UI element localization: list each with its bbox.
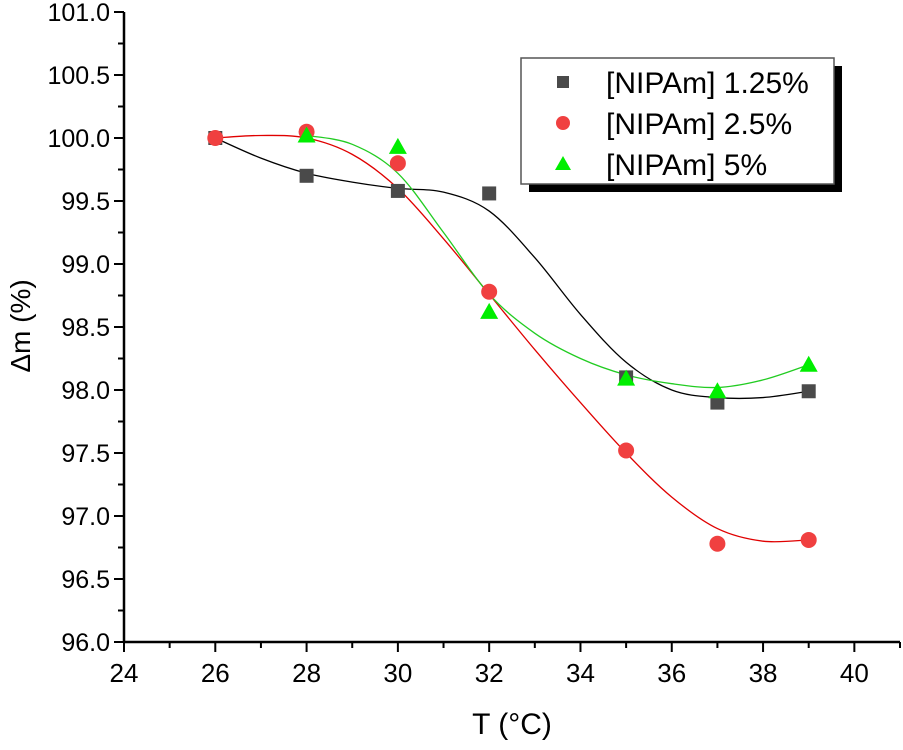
legend-label: [NIPAm] 5% xyxy=(606,149,767,182)
triangle-marker xyxy=(388,137,407,154)
x-tick-label: 34 xyxy=(566,658,595,688)
legend-label: [NIPAm] 2.5% xyxy=(606,108,792,141)
legend: [NIPAm] 1.25% [NIPAm] 2.5% [NIPAm] 5% xyxy=(520,57,842,192)
y-tick-label: 97.5 xyxy=(61,440,110,468)
y-tick-label: 98.0 xyxy=(61,377,110,405)
fit-curves xyxy=(215,134,809,543)
circle-marker xyxy=(556,116,570,130)
y-tick-label: 100.0 xyxy=(47,125,110,153)
triangle-marker xyxy=(708,382,727,399)
y-tick-label: 99.0 xyxy=(61,251,110,279)
square-marker xyxy=(299,168,314,183)
axes: 24 26 28 30 32 34 36 38 40 96.0 96.5 97.0 97.5 98.0 98… xyxy=(47,0,901,688)
x-tick-label: 30 xyxy=(383,658,412,688)
y-tick-label: 101.0 xyxy=(47,0,110,27)
triangle-marker xyxy=(297,126,316,143)
x-tick-label: 40 xyxy=(840,658,869,688)
triangle-marker xyxy=(480,302,499,319)
triangle-marker xyxy=(555,156,571,170)
circle-marker xyxy=(709,535,726,552)
x-tick-label: 36 xyxy=(657,658,686,688)
square-marker xyxy=(710,395,725,410)
triangle-marker xyxy=(617,369,636,386)
x-tick-label: 26 xyxy=(201,658,230,688)
y-tick-label: 99.5 xyxy=(61,188,110,216)
y-tick-label: 100.5 xyxy=(47,62,110,90)
square-marker xyxy=(557,76,569,88)
triangle-marker xyxy=(799,355,818,372)
y-tick-label: 97.0 xyxy=(61,503,110,531)
legend-label: [NIPAm] 1.25% xyxy=(606,67,809,100)
circle-marker xyxy=(207,130,224,146)
circle-marker xyxy=(389,155,406,172)
y-axis-label: Δm (%) xyxy=(5,279,36,372)
legend-box xyxy=(520,57,835,185)
x-tick-label: 32 xyxy=(475,658,504,688)
circle-marker xyxy=(481,283,498,300)
square-marker xyxy=(482,186,497,201)
y-tick-label: 98.5 xyxy=(61,314,110,342)
circle-marker xyxy=(618,442,635,459)
square-marker xyxy=(801,384,816,399)
data-points xyxy=(207,123,818,552)
fit-curve-1 xyxy=(215,134,809,543)
square-marker xyxy=(390,183,405,198)
x-tick-label: 38 xyxy=(749,658,778,688)
y-tick-label: 96.0 xyxy=(61,629,110,657)
x-tick-label: 28 xyxy=(292,658,321,688)
x-tick-label: 24 xyxy=(110,658,139,688)
x-axis-label: T (°C) xyxy=(472,708,552,741)
circle-marker xyxy=(800,531,817,548)
y-tick-label: 96.5 xyxy=(61,566,110,594)
